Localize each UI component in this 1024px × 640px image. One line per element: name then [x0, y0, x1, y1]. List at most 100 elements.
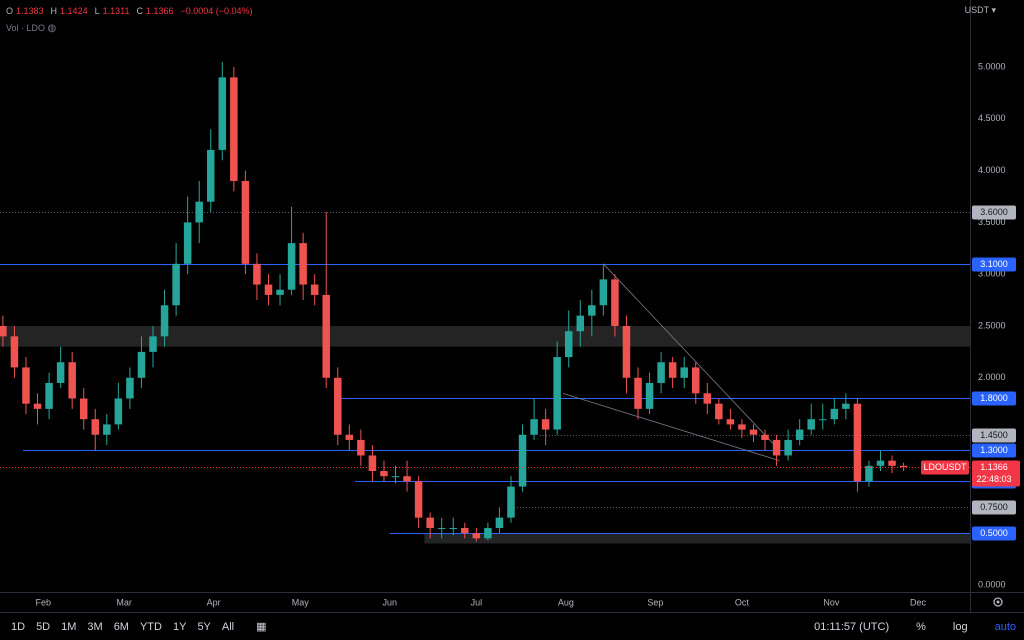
- range-button[interactable]: All: [221, 620, 235, 633]
- volume-label: Vol · LDO: [6, 23, 46, 33]
- price-label-bg: [972, 460, 1020, 487]
- level-label-bg: [972, 526, 1016, 541]
- candle-body: [68, 362, 76, 399]
- y-tick-label: 5.0000: [978, 61, 1006, 71]
- candle-body: [310, 284, 319, 295]
- level-label: 1.8000: [980, 393, 1008, 403]
- candle-body: [149, 336, 157, 352]
- log-toggle[interactable]: log: [952, 620, 968, 633]
- range-button[interactable]: 5D: [36, 620, 51, 633]
- close-value: 1.1366: [145, 6, 174, 16]
- range-button[interactable]: YTD: [139, 620, 162, 633]
- candle-body: [772, 439, 781, 456]
- candle-body: [738, 424, 746, 430]
- low-value: 1.1311: [102, 6, 130, 16]
- y-tick-label: 0.0000: [978, 579, 1006, 589]
- candle-body: [449, 527, 457, 529]
- level-label: 1.3000: [980, 445, 1008, 455]
- level-label: 3.6000: [980, 207, 1008, 217]
- candle-body: [218, 77, 227, 150]
- x-tick-label: May: [292, 597, 310, 607]
- x-tick-label: Apr: [207, 597, 221, 607]
- range-button[interactable]: 6M: [113, 620, 129, 633]
- candle-body: [819, 419, 827, 421]
- countdown-label: 22:48:03: [976, 474, 1011, 484]
- candle-body: [357, 439, 365, 456]
- candle-body: [160, 305, 169, 337]
- candle-body: [334, 377, 342, 435]
- candle-body: [564, 331, 573, 358]
- auto-toggle[interactable]: auto: [994, 620, 1016, 633]
- currency-select[interactable]: USDT ▾: [964, 5, 996, 15]
- candle-body: [0, 325, 7, 337]
- candle-body: [403, 476, 411, 482]
- x-tick-label: Feb: [36, 597, 52, 607]
- candle-body: [634, 377, 642, 409]
- settings-icon[interactable]: [993, 597, 1003, 607]
- range-button[interactable]: 1Y: [172, 620, 187, 633]
- y-tick-label: 4.5000: [978, 113, 1006, 123]
- trendline: [603, 263, 780, 451]
- candle-body: [10, 336, 19, 368]
- candle-body: [56, 362, 65, 383]
- candle-body: [784, 439, 792, 456]
- candle-body: [726, 419, 735, 425]
- price-label: 1.1366: [980, 462, 1008, 472]
- candle-body: [276, 289, 284, 295]
- candle-body: [91, 419, 100, 435]
- candle-body: [299, 243, 307, 285]
- candle-body: [576, 315, 585, 332]
- symbol-label-bg: [921, 460, 969, 475]
- open-key: O: [6, 6, 14, 16]
- candle-body: [518, 434, 527, 487]
- level-label: 3.1000: [980, 259, 1008, 269]
- candle-body: [114, 398, 123, 425]
- high-key: H: [50, 6, 58, 16]
- x-tick-label: Aug: [558, 597, 574, 607]
- range-button[interactable]: 1D: [11, 620, 26, 633]
- candle-body: [172, 263, 180, 306]
- date-range-icon[interactable]: ▦: [256, 621, 267, 633]
- candle-body: [206, 149, 215, 202]
- candle-body: [807, 419, 815, 430]
- change-value: −0.0004 (−0.04%): [180, 6, 253, 16]
- percent-toggle[interactable]: %: [916, 620, 926, 633]
- x-tick-label: Oct: [735, 597, 750, 607]
- chart-background: [0, 0, 1024, 612]
- range-button[interactable]: 1M: [61, 620, 77, 633]
- level-label: 0.7500: [980, 502, 1008, 512]
- range-button[interactable]: 5Y: [197, 620, 211, 633]
- candle-body: [853, 403, 862, 482]
- zone: [0, 325, 970, 347]
- candle-body: [842, 403, 850, 409]
- candle-body: [715, 403, 723, 420]
- candle-body: [103, 424, 111, 435]
- open-value: 1.1383: [16, 6, 44, 16]
- candle-body: [876, 460, 885, 466]
- candle-body: [426, 517, 434, 528]
- currency-label: USDT: [964, 5, 989, 15]
- candle-body: [795, 429, 804, 440]
- candle-body: [530, 419, 538, 435]
- level-label-bg: [972, 500, 1016, 515]
- volume-legend[interactable]: Vol · LDO ◍: [6, 23, 56, 34]
- candle-body: [749, 429, 758, 435]
- eye-icon[interactable]: ◍: [47, 23, 57, 34]
- clock: 01:11:57 (UTC): [814, 620, 890, 633]
- candle-body: [888, 460, 896, 466]
- range-button[interactable]: 3M: [87, 620, 103, 633]
- candle-body: [195, 201, 203, 223]
- zone: [424, 533, 970, 544]
- candle-body: [680, 367, 688, 378]
- level-label: 1.4500: [980, 430, 1008, 440]
- high-value: 1.1424: [60, 6, 88, 16]
- y-tick-label: 3.0000: [978, 269, 1006, 279]
- x-tick-label: Sep: [647, 597, 663, 607]
- candle-body: [230, 77, 238, 181]
- candle-body: [253, 263, 261, 285]
- candle-body: [484, 527, 492, 539]
- ohlc-legend: O 1.1383 H 1.1424 L 1.1311 C 1.1366 −0.0004 …: [6, 6, 257, 16]
- candle-body: [657, 362, 665, 383]
- candle-body: [391, 476, 400, 478]
- trendline: [562, 392, 780, 462]
